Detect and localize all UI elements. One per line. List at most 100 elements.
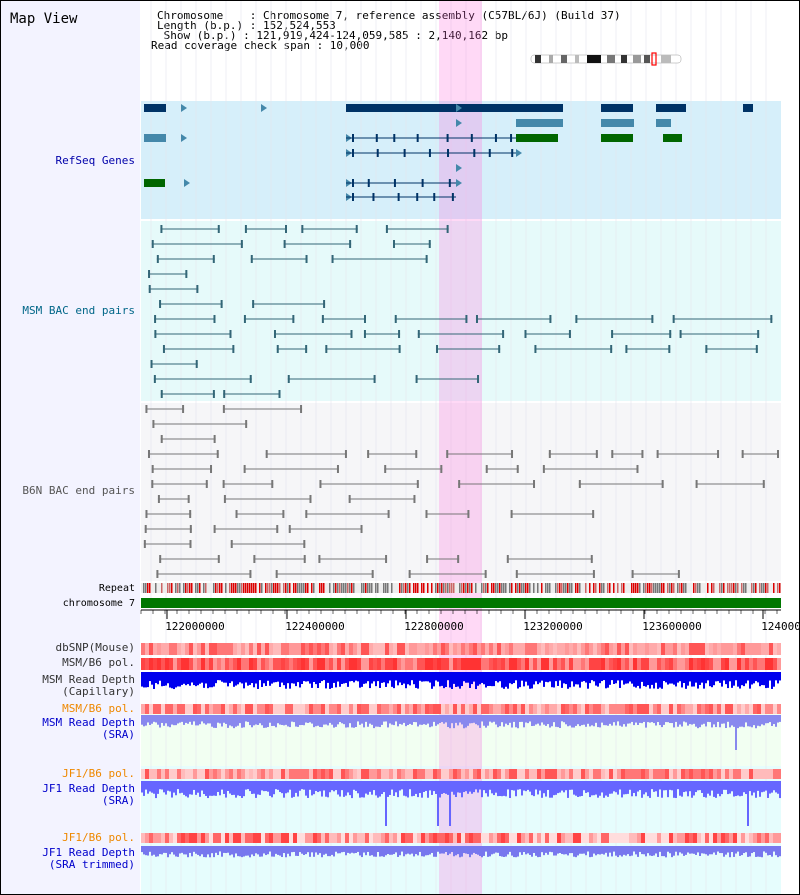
heat-cell bbox=[281, 769, 285, 779]
msm-bac-track-label[interactable]: MSM BAC end pairs bbox=[22, 304, 135, 317]
heat-cell bbox=[457, 769, 461, 779]
depth-bar bbox=[561, 715, 563, 722]
heat-cell bbox=[637, 643, 641, 655]
bac-end bbox=[641, 450, 644, 458]
depth-bar bbox=[437, 715, 439, 725]
depth-bar bbox=[421, 672, 423, 682]
heat-cell bbox=[777, 833, 781, 843]
depth-bar bbox=[773, 781, 775, 791]
repeat-element bbox=[679, 583, 681, 593]
exon bbox=[433, 193, 436, 201]
depth-bar bbox=[199, 715, 201, 725]
depth-bar bbox=[687, 781, 689, 797]
read-depth-plots bbox=[141, 672, 781, 858]
msm-b6-pol2-label[interactable]: MSM/B6 pol. bbox=[62, 702, 135, 715]
heat-cell bbox=[713, 658, 717, 670]
jf1-b6-pol-label[interactable]: JF1/B6 pol. bbox=[62, 767, 135, 780]
depth-bar bbox=[699, 846, 701, 856]
refseq-track-label[interactable]: RefSeq Genes bbox=[55, 154, 135, 167]
depth-bar bbox=[513, 715, 515, 722]
depth-bar bbox=[709, 672, 711, 687]
heat-cell bbox=[737, 643, 741, 655]
heat-cell bbox=[641, 704, 645, 714]
depth-bar bbox=[283, 781, 285, 798]
depth-bar bbox=[565, 715, 567, 725]
heat-cell bbox=[669, 833, 673, 843]
heat-cell bbox=[629, 658, 633, 670]
repeat-element bbox=[541, 583, 543, 593]
heat-cell bbox=[193, 833, 197, 843]
gene-block bbox=[601, 119, 634, 127]
gene-block bbox=[346, 104, 563, 112]
msm-depth-cap-label[interactable]: MSM Read Depth (Capillary) bbox=[42, 673, 135, 698]
bac-end bbox=[249, 570, 252, 578]
depth-bar bbox=[655, 846, 657, 854]
depth-bar bbox=[199, 846, 201, 857]
depth-bar bbox=[471, 846, 473, 855]
dbsnp-track-label[interactable]: dbSNP(Mouse) bbox=[55, 641, 135, 654]
repeat-element bbox=[295, 583, 297, 593]
depth-bar bbox=[635, 672, 637, 688]
repeat-element bbox=[465, 583, 467, 593]
depth-bar bbox=[359, 715, 361, 725]
heat-cell bbox=[641, 833, 645, 843]
depth-bar bbox=[761, 715, 763, 725]
depth-bar bbox=[185, 715, 187, 723]
bac-end bbox=[695, 480, 698, 488]
depth-bar bbox=[737, 781, 739, 796]
heat-cell bbox=[765, 704, 769, 714]
repeat-track-label[interactable]: Repeat bbox=[98, 583, 135, 594]
depth-bar bbox=[621, 781, 623, 798]
repeat-element bbox=[737, 583, 739, 593]
heat-cell bbox=[181, 833, 185, 843]
depth-bar bbox=[601, 672, 603, 682]
heat-cell bbox=[485, 704, 489, 714]
repeat-element bbox=[155, 583, 157, 593]
depth-bar bbox=[191, 846, 193, 857]
heat-cell bbox=[393, 833, 397, 843]
depth-bar bbox=[717, 846, 719, 852]
heat-cell bbox=[209, 704, 213, 714]
depth-bar bbox=[709, 781, 711, 796]
gene-strand-arrow bbox=[184, 179, 190, 187]
heat-cell bbox=[557, 833, 561, 843]
depth-bar bbox=[557, 846, 559, 854]
depth-bar bbox=[213, 715, 215, 728]
depth-bar bbox=[215, 846, 217, 853]
heat-cell bbox=[609, 643, 613, 655]
msm-b6-pol-label[interactable]: MSM/B6 pol. bbox=[62, 656, 135, 669]
depth-bar bbox=[345, 846, 347, 856]
depth-bar bbox=[551, 672, 553, 688]
repeat-element bbox=[577, 583, 579, 593]
jf1-depth-trim-label[interactable]: JF1 Read Depth (SRA trimmed) bbox=[42, 846, 135, 871]
heat-cell bbox=[445, 833, 449, 843]
heat-cell bbox=[569, 704, 573, 714]
chromosome-ideogram[interactable] bbox=[530, 52, 682, 66]
depth-bar bbox=[389, 846, 391, 855]
heat-cell bbox=[369, 833, 373, 843]
jf1-b6-pol2-label[interactable]: JF1/B6 pol. bbox=[62, 831, 135, 844]
heat-cell bbox=[321, 658, 325, 670]
b6n-bac-track-label[interactable]: B6N BAC end pairs bbox=[22, 484, 135, 497]
depth-bar bbox=[649, 846, 651, 856]
heat-cell bbox=[309, 833, 313, 843]
bac-end bbox=[243, 315, 246, 323]
heat-cell bbox=[697, 704, 701, 714]
repeat-element bbox=[443, 583, 445, 593]
depth-bar bbox=[253, 715, 255, 726]
heat-cell bbox=[565, 658, 569, 670]
msm-depth-sra-label[interactable]: MSM Read Depth (SRA) bbox=[42, 716, 135, 741]
repeat-element bbox=[343, 583, 345, 593]
depth-bar bbox=[535, 715, 537, 725]
jf1-depth-sra-label[interactable]: JF1 Read Depth (SRA) bbox=[42, 782, 135, 807]
heat-cell bbox=[633, 643, 637, 655]
heat-cell bbox=[749, 704, 753, 714]
depth-bar bbox=[409, 846, 411, 855]
repeat-element bbox=[631, 583, 633, 593]
bac-end bbox=[147, 450, 150, 458]
depth-bar bbox=[573, 781, 575, 795]
depth-bar bbox=[223, 846, 225, 853]
depth-bar bbox=[257, 781, 259, 795]
bac-end bbox=[210, 465, 213, 473]
